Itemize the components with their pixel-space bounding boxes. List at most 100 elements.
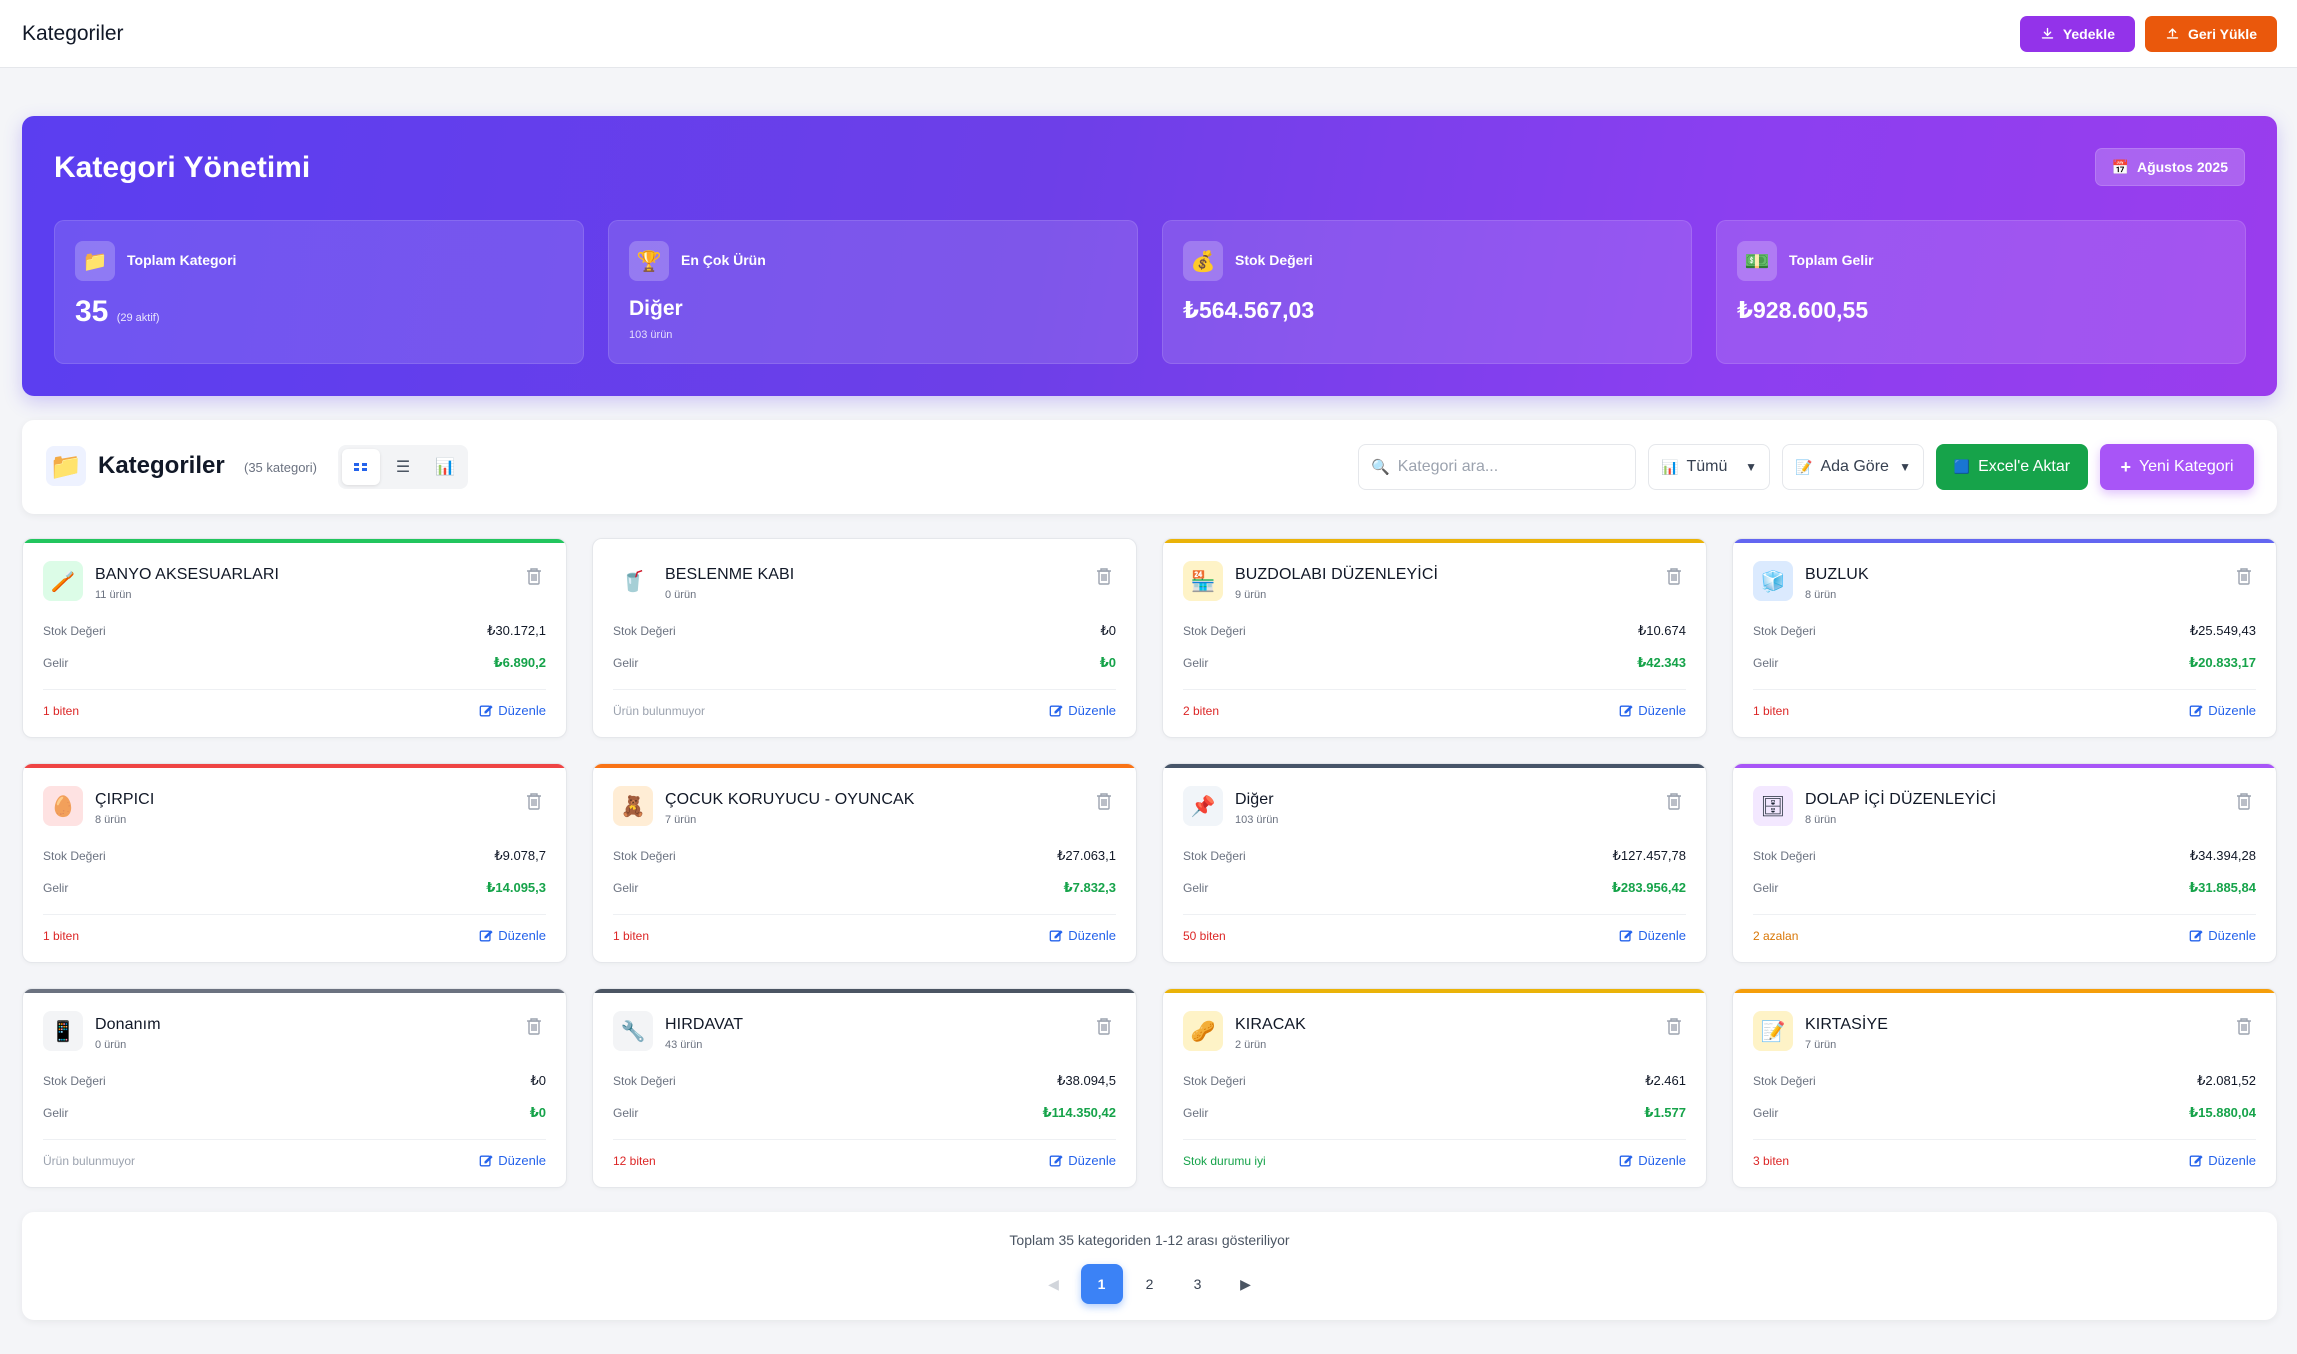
edit-button[interactable]: Düzenle	[1619, 928, 1686, 943]
trash-icon[interactable]	[526, 792, 542, 810]
backup-label: Yedekle	[2062, 25, 2115, 42]
sort-select[interactable]: 📝 Ada Göre ▼	[1782, 444, 1924, 490]
category-icon: 🥜	[1183, 1011, 1223, 1051]
search-input[interactable]	[1397, 458, 1618, 476]
edit-button[interactable]: Düzenle	[1619, 1153, 1686, 1168]
category-card[interactable]: 🥤 BESLENME KABI 0 ürün Stok Değeri ₺0 Gelir ₺0…	[592, 538, 1137, 738]
trash-icon[interactable]	[526, 567, 542, 585]
stock-value: ₺9.078,7	[494, 848, 546, 863]
list-view-icon[interactable]: ☰	[395, 459, 411, 476]
category-card[interactable]: 🧊 BUZLUK 8 ürün Stok Değeri ₺25.549,43 Gelir ₺…	[1732, 538, 2277, 738]
income-row: Gelir ₺283.956,42	[1183, 880, 1686, 896]
income-value: ₺15.880,04	[2189, 1105, 2256, 1120]
filter-select[interactable]: 📊 Tümü ▼	[1648, 444, 1770, 490]
stock-value: ₺25.549,43	[2189, 623, 2256, 638]
stock-label: Stok Değeri	[613, 849, 676, 863]
top-actions: Yedekle Geri Yükle	[2019, 15, 2277, 52]
page-2-button[interactable]: 2	[1145, 1276, 1154, 1292]
edit-button[interactable]: Düzenle	[1049, 703, 1116, 718]
category-card[interactable]: 🪥 BANYO AKSESUARLARI 11 ürün Stok Değeri ₺30…	[22, 538, 567, 738]
excel-export-button[interactable]: 🟦 Excel'e Aktar	[1936, 444, 2088, 490]
category-card[interactable]: 🔧 HIRDAVAT 43 ürün Stok Değeri ₺38.094,5 Geli…	[592, 988, 1137, 1188]
income-row: Gelir ₺1.577	[1183, 1105, 1686, 1121]
card-divider	[1183, 1139, 1686, 1140]
category-card[interactable]: 📝 KIRTASİYE 7 ürün Stok Değeri ₺2.081,52 Geli…	[1732, 988, 2277, 1188]
income-value: ₺31.885,84	[2189, 880, 2256, 895]
card-divider	[43, 689, 546, 690]
category-card[interactable]: 📱 Donanım 0 ürün Stok Değeri ₺0 Gelir ₺0 Ürün b…	[22, 988, 567, 1188]
category-card[interactable]: 🥚 ÇIRPICI 8 ürün Stok Değeri ₺9.078,7 Gelir ₺1…	[22, 763, 567, 963]
stat-value: ₺564.567,03	[1183, 297, 1315, 323]
restore-label: Geri Yükle	[2187, 25, 2257, 42]
stock-value: ₺0	[530, 1073, 546, 1088]
income-value: ₺114.350,42	[1042, 1105, 1116, 1120]
income-label: Gelir	[1753, 656, 1779, 670]
category-product-count: 8 ürün	[1805, 814, 1837, 826]
edit-button[interactable]: Düzenle	[479, 1153, 546, 1168]
month-button[interactable]: 📅 Ağustos 2025	[2094, 148, 2245, 186]
income-label: Gelir	[1753, 881, 1779, 895]
stat-top-category: 🏆 En Çok Ürün Diğer 103 ürün	[608, 220, 1138, 364]
view-switch: ☰ 📊	[338, 445, 468, 489]
stock-label: Stok Değeri	[43, 1074, 106, 1088]
stock-value: ₺27.063,1	[1057, 848, 1116, 863]
edit-button[interactable]: Düzenle	[2189, 928, 2256, 943]
category-color-bar	[1163, 989, 1706, 993]
trash-icon[interactable]	[1666, 1017, 1682, 1035]
grid-view-icon[interactable]	[342, 449, 380, 485]
trash-icon[interactable]	[2236, 792, 2252, 810]
category-color-bar	[1733, 764, 2276, 768]
plus-icon: +	[2120, 456, 2131, 477]
category-card[interactable]: 🧸 ÇOCUK KORUYUCU - OYUNCAK 7 ürün Stok Değe…	[592, 763, 1137, 963]
card-footer: 1 biten Düzenle	[1753, 703, 2256, 718]
income-row: Gelir ₺31.885,84	[1753, 880, 2256, 896]
edit-button[interactable]: Düzenle	[2189, 703, 2256, 718]
page-1-button[interactable]: 1	[1080, 1264, 1123, 1304]
edit-button[interactable]: Düzenle	[1619, 703, 1686, 718]
category-icon: 🥚	[43, 786, 83, 826]
stock-status: 1 biten	[1753, 703, 1790, 718]
category-card[interactable]: 🥜 KIRACAK 2 ürün Stok Değeri ₺2.461 Gelir ₺1.5…	[1162, 988, 1707, 1188]
edit-label: Düzenle	[498, 928, 546, 943]
edit-button[interactable]: Düzenle	[479, 928, 546, 943]
month-label: Ağustos 2025	[2136, 159, 2228, 175]
trash-icon[interactable]	[1666, 567, 1682, 585]
trash-icon[interactable]	[2236, 1017, 2252, 1035]
card-divider	[613, 914, 1116, 915]
category-card[interactable]: 📌 Diğer 103 ürün Stok Değeri ₺127.457,78 Geli…	[1162, 763, 1707, 963]
trash-icon[interactable]	[526, 1017, 542, 1035]
sort-value: Ada Göre	[1820, 458, 1889, 475]
stock-label: Stok Değeri	[1753, 1074, 1816, 1088]
category-card[interactable]: 🗄 DOLAP İÇİ DÜZENLEYİCİ 8 ürün Stok Değeri ₺…	[1732, 763, 2277, 963]
edit-button[interactable]: Düzenle	[479, 703, 546, 718]
trash-icon[interactable]	[1666, 792, 1682, 810]
edit-icon	[479, 704, 493, 716]
stat-label: Toplam Kategori	[127, 252, 237, 268]
backup-button[interactable]: Yedekle	[2019, 15, 2135, 52]
edit-label: Düzenle	[2208, 1153, 2256, 1168]
category-card[interactable]: 🏪 BUZDOLABI DÜZENLEYİCİ 9 ürün Stok Değeri ₺…	[1162, 538, 1707, 738]
stock-status: Stok durumu iyi	[1183, 1153, 1266, 1168]
chart-view-icon[interactable]: 📊	[435, 459, 455, 476]
new-category-button[interactable]: + Yeni Kategori	[2100, 444, 2254, 490]
restore-button[interactable]: Geri Yükle	[2144, 15, 2277, 52]
edit-label: Düzenle	[2208, 703, 2256, 718]
trash-icon[interactable]	[1096, 792, 1112, 810]
stock-row: Stok Değeri ₺0	[613, 623, 1116, 639]
section-title: Kategoriler	[98, 452, 225, 479]
edit-button[interactable]: Düzenle	[1049, 1153, 1116, 1168]
page-3-button[interactable]: 3	[1193, 1276, 1202, 1292]
prev-page-icon[interactable]: ◀	[1048, 1275, 1059, 1292]
trash-icon[interactable]	[2236, 567, 2252, 585]
card-footer: 1 biten Düzenle	[43, 928, 546, 943]
next-page-icon[interactable]: ▶	[1240, 1275, 1251, 1292]
category-name: BUZDOLABI DÜZENLEYİCİ	[1235, 566, 1439, 583]
stock-row: Stok Değeri ₺10.674	[1183, 623, 1686, 639]
edit-button[interactable]: Düzenle	[1049, 928, 1116, 943]
edit-button[interactable]: Düzenle	[2189, 1153, 2256, 1168]
trash-icon[interactable]	[1096, 567, 1112, 585]
trash-icon[interactable]	[1096, 1017, 1112, 1035]
income-value: ₺283.956,42	[1611, 880, 1686, 895]
pagination-info: Toplam 35 kategoriden 1-12 arası gösteri…	[1009, 1232, 1290, 1248]
folder-icon: 📁	[75, 241, 115, 281]
